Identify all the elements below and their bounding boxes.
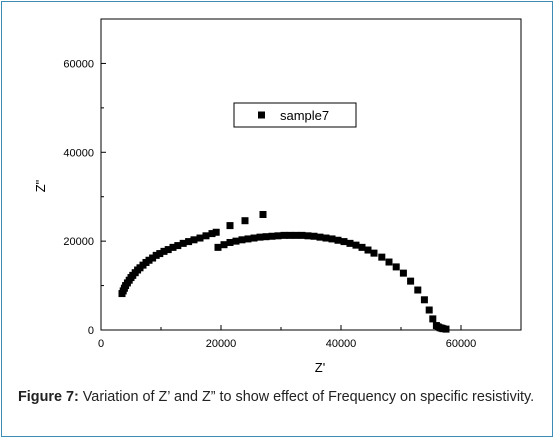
data-point [208, 230, 216, 238]
data-point [280, 231, 288, 239]
data-point [358, 243, 366, 251]
legend-box [233, 102, 357, 128]
data-point [322, 234, 330, 242]
data-point [310, 232, 318, 240]
data-point [174, 242, 182, 250]
data-point [156, 250, 164, 258]
data-point [378, 253, 386, 261]
data-point [407, 277, 415, 285]
caption-label: Figure 7: [18, 389, 79, 405]
x-tick-label: 0 [98, 338, 104, 350]
data-point [169, 243, 177, 251]
nyquist-chart: 0 20000 40000 60000 0 20000 40000 60000 Z' Z" samp… [33, 18, 522, 375]
caption-text: Variation of Z’ and Z” to show effect of… [78, 389, 535, 405]
x-tick-label: 60000 [446, 338, 477, 350]
y-tick-label: 40000 [63, 147, 94, 159]
data-point [346, 239, 354, 247]
data-point [352, 241, 360, 249]
data-point [370, 249, 378, 257]
data-point [425, 306, 433, 314]
data-point [241, 217, 249, 225]
data-point [244, 235, 252, 243]
data-point [202, 232, 210, 240]
data-point [220, 241, 228, 249]
figure-caption: Figure 7: Variation of Z’ and Z” to show… [18, 388, 538, 406]
data-point [399, 269, 407, 277]
legend-label: sample7 [280, 108, 329, 123]
data-point [214, 243, 222, 251]
data-point [238, 236, 246, 244]
y-tick-label: 60000 [63, 58, 94, 70]
data-point [256, 233, 264, 241]
data-point [160, 247, 168, 255]
x-tick-label: 20000 [206, 338, 237, 350]
data-point [250, 234, 258, 242]
data-point [262, 233, 270, 241]
data-point [164, 246, 172, 254]
data-point [316, 233, 324, 241]
data-point [259, 210, 267, 218]
y-axis-title: Z" [33, 179, 48, 192]
data-point [292, 231, 300, 239]
data-point [149, 254, 157, 262]
legend-marker [258, 111, 265, 119]
data-point [268, 232, 276, 240]
data-point [392, 263, 400, 271]
data-point [152, 251, 160, 259]
data-point [226, 222, 234, 230]
data-point [420, 296, 428, 304]
x-tick-label: 40000 [326, 338, 357, 350]
data-point [414, 286, 422, 294]
data-point [385, 258, 393, 266]
y-tick-label: 20000 [63, 236, 94, 248]
data-point [232, 237, 240, 245]
data-point [179, 239, 187, 247]
y-tick-label: 0 [88, 325, 94, 337]
data-point [286, 231, 294, 239]
data-point [304, 232, 312, 240]
plot-area-frame [100, 18, 522, 331]
x-axis-title: Z' [315, 360, 325, 375]
data-point [185, 238, 193, 246]
data-point [298, 231, 306, 239]
data-point [145, 256, 153, 264]
data-point [274, 232, 282, 240]
data-point [328, 235, 336, 243]
data-point [212, 228, 220, 236]
data-point [196, 234, 204, 242]
data-point [442, 325, 450, 333]
data-point [364, 246, 372, 254]
data-point [340, 238, 348, 246]
data-point [429, 315, 437, 323]
data-point [334, 236, 342, 244]
data-point [226, 238, 234, 246]
data-point [190, 236, 198, 244]
